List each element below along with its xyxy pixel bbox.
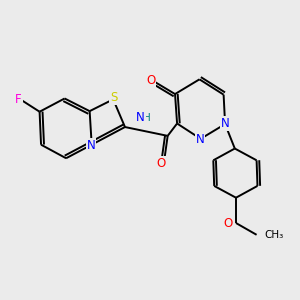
Text: F: F — [15, 93, 22, 106]
Text: S: S — [110, 92, 118, 104]
Text: CH₃: CH₃ — [264, 230, 283, 240]
Text: O: O — [146, 74, 155, 87]
Text: N: N — [221, 117, 230, 130]
Text: N: N — [136, 111, 145, 124]
Text: O: O — [157, 157, 166, 170]
Text: O: O — [224, 217, 233, 230]
Text: N: N — [87, 139, 95, 152]
Text: N: N — [196, 133, 204, 146]
Text: H: H — [143, 112, 151, 123]
